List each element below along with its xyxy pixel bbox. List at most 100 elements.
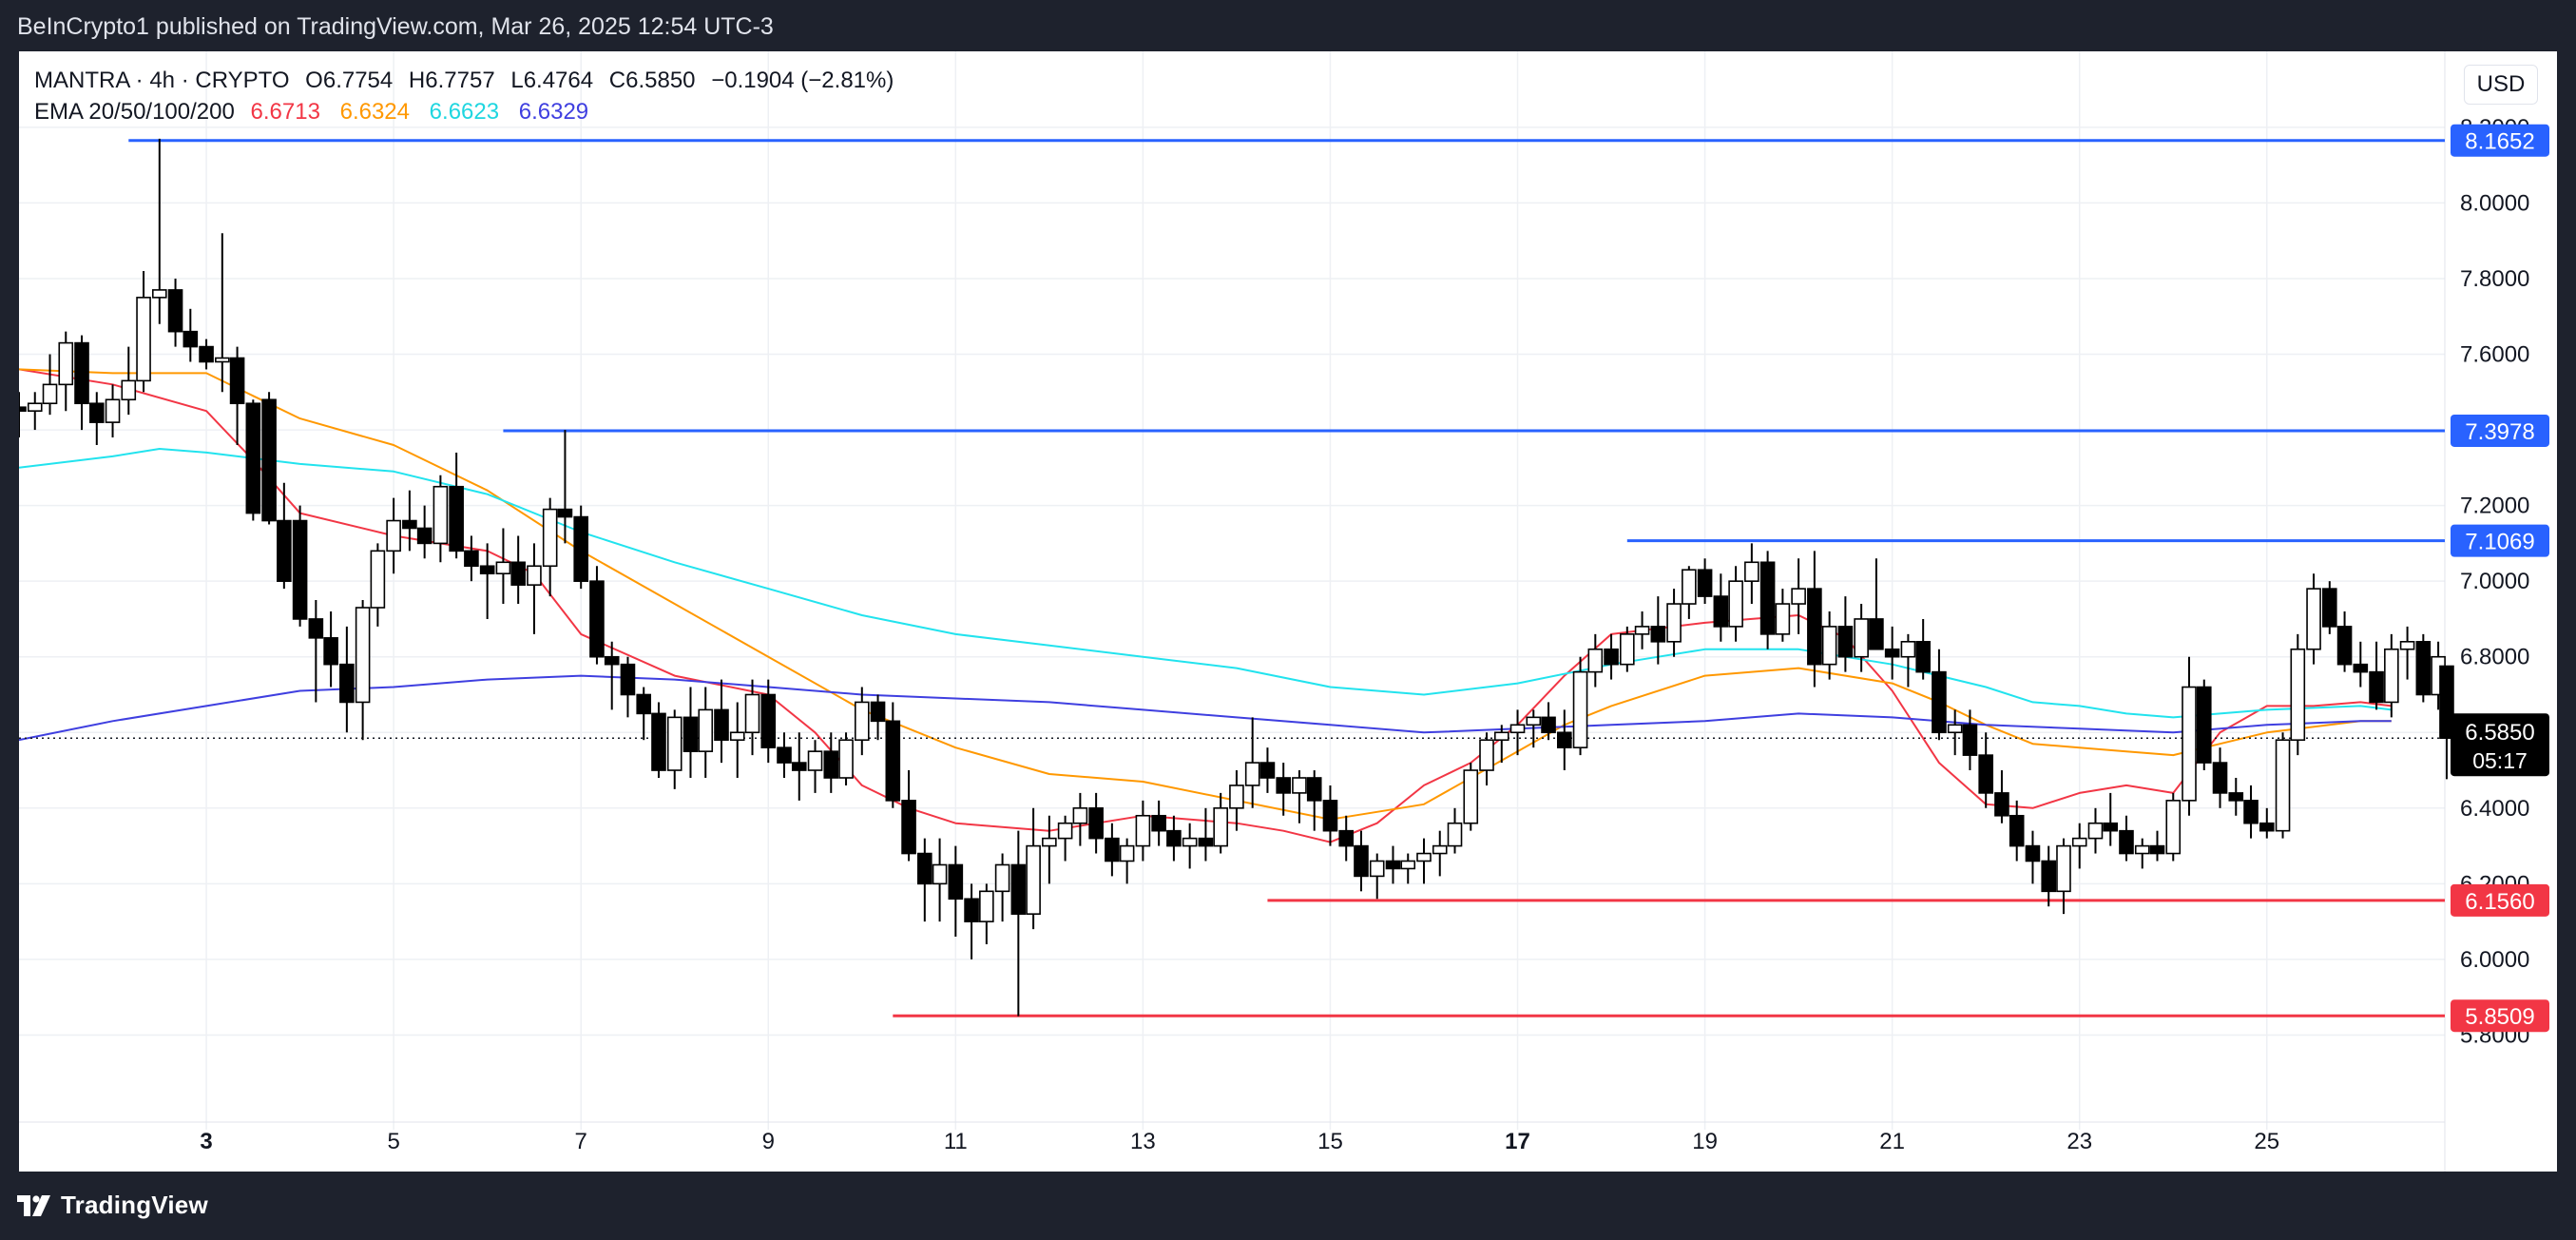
candle-up: [1135, 814, 1151, 847]
symbol-label[interactable]: MANTRA · 4h · CRYPTO: [34, 68, 290, 93]
resistance-price-tag: [2451, 524, 2549, 557]
candle-down: [2119, 829, 2134, 855]
candle-up: [932, 863, 948, 885]
currency-button[interactable]: USD: [2464, 65, 2538, 105]
candle-down: [870, 701, 886, 723]
support-price-label: 6.1560: [2465, 889, 2534, 915]
candle-up: [1463, 769, 1479, 824]
open-value: O6.7754: [305, 68, 394, 93]
grid: [19, 51, 2446, 1172]
publisher-info: BeInCrypto1 published on TradingView.com…: [17, 13, 774, 40]
candle-down: [74, 341, 89, 405]
ema-line-ema200: [18, 674, 2392, 742]
candle-up: [105, 398, 121, 423]
candle-down: [1837, 626, 1854, 658]
candle-down: [402, 519, 417, 530]
candle-up: [666, 716, 682, 771]
candle-down: [2415, 641, 2432, 696]
chart-panel[interactable]: 3 5 7 9 11 13 15 17 19 21 23 25 5.8000 6.0000 6.2000 6.…: [11, 51, 2557, 1172]
candle-up: [1854, 618, 1869, 658]
candle-up: [979, 890, 994, 922]
candle-down: [1166, 829, 1182, 847]
candle-down: [277, 519, 292, 582]
y-tick-label: 6.0000: [2460, 947, 2529, 973]
candle-down: [2439, 665, 2454, 740]
x-tick-label: 19: [1692, 1129, 1718, 1154]
candle-up: [27, 402, 43, 412]
candle-down: [1385, 860, 1401, 870]
resistance-price-tag: [2451, 414, 2549, 447]
close-value: C6.5850: [608, 68, 696, 93]
axes: 3 5 7 9 11 13 15 17 19 21 23 255.80006.00006.20006.…: [200, 115, 2529, 1154]
candle-down: [2336, 626, 2353, 666]
candle-down: [2025, 844, 2041, 862]
candle-up: [1416, 852, 1432, 862]
tradingview-logo-icon: [17, 1194, 50, 1216]
candle-down: [682, 716, 699, 752]
candle-up: [58, 341, 74, 386]
support-price-label: 5.8509: [2465, 1004, 2534, 1030]
candle-up: [2071, 837, 2087, 847]
candle-up: [527, 565, 542, 586]
candle-down: [464, 550, 479, 568]
candle-up: [2087, 822, 2104, 840]
candle-down: [620, 663, 636, 696]
y-tick-label: 7.0000: [2460, 569, 2529, 594]
low-value: L6.4764: [510, 68, 594, 93]
candle-up: [355, 607, 371, 704]
tradingview-logo[interactable]: TradingView: [17, 1191, 208, 1220]
candle-up: [2056, 844, 2071, 893]
candle-up: [838, 739, 854, 779]
candle-down: [1105, 837, 1120, 862]
x-tick-label: 15: [1317, 1129, 1343, 1154]
candle-up: [495, 561, 511, 575]
candle-up: [1229, 785, 1244, 809]
candle-down: [651, 712, 666, 771]
ema-indicator-label[interactable]: EMA 20/50/100/200: [34, 99, 235, 125]
candle-up: [1244, 762, 1260, 786]
candle-up: [744, 693, 760, 734]
candle-down: [2149, 844, 2165, 855]
support-price-tag: [2451, 999, 2549, 1033]
candle-down: [2196, 686, 2212, 764]
candle-up: [370, 550, 386, 609]
candle-down: [1010, 863, 1027, 915]
candle-down: [2322, 588, 2337, 628]
candle-down: [479, 565, 495, 575]
candle-up: [994, 863, 1010, 893]
candle-up: [1042, 837, 1057, 847]
candle-up: [433, 485, 449, 545]
candle-down: [1338, 829, 1355, 847]
candle-down: [1354, 844, 1369, 878]
x-tick-label: 17: [1505, 1129, 1530, 1154]
x-tick-label: 5: [387, 1129, 399, 1154]
candle-down: [2369, 670, 2384, 704]
candle-up: [1791, 588, 1806, 605]
ema-line-ema100: [18, 448, 2392, 719]
horizontal-levels[interactable]: [128, 139, 2445, 1017]
price-chart[interactable]: 3 5 7 9 11 13 15 17 19 21 23 255.80006.00006.20006.…: [11, 51, 2557, 1172]
candle-down: [604, 655, 620, 666]
ohlc-row: MANTRA · 4h · CRYPTO O6.7754 H6.7757 L6.…: [34, 65, 903, 96]
support-price-tag: [2451, 883, 2549, 917]
candle-up: [1572, 670, 1588, 748]
candle-down: [292, 519, 308, 620]
candle-up: [1509, 724, 1526, 734]
candle-down: [1088, 807, 1104, 840]
candle-down: [1697, 569, 1713, 597]
candle-down: [964, 898, 979, 922]
candle-up: [1587, 648, 1604, 673]
candle-up: [1526, 716, 1542, 727]
candle-down: [1962, 724, 1978, 756]
candle-up: [2134, 844, 2150, 855]
candle-down: [229, 357, 245, 405]
x-tick-label: 3: [200, 1129, 212, 1154]
candle-down: [1556, 731, 1572, 748]
x-tick-label: 9: [762, 1129, 775, 1154]
candle-down: [1198, 837, 1214, 847]
candle-down: [823, 750, 839, 779]
candle-down: [449, 485, 464, 552]
candle-up: [215, 357, 230, 363]
candle-down: [11, 406, 27, 412]
candle-up: [542, 508, 558, 568]
